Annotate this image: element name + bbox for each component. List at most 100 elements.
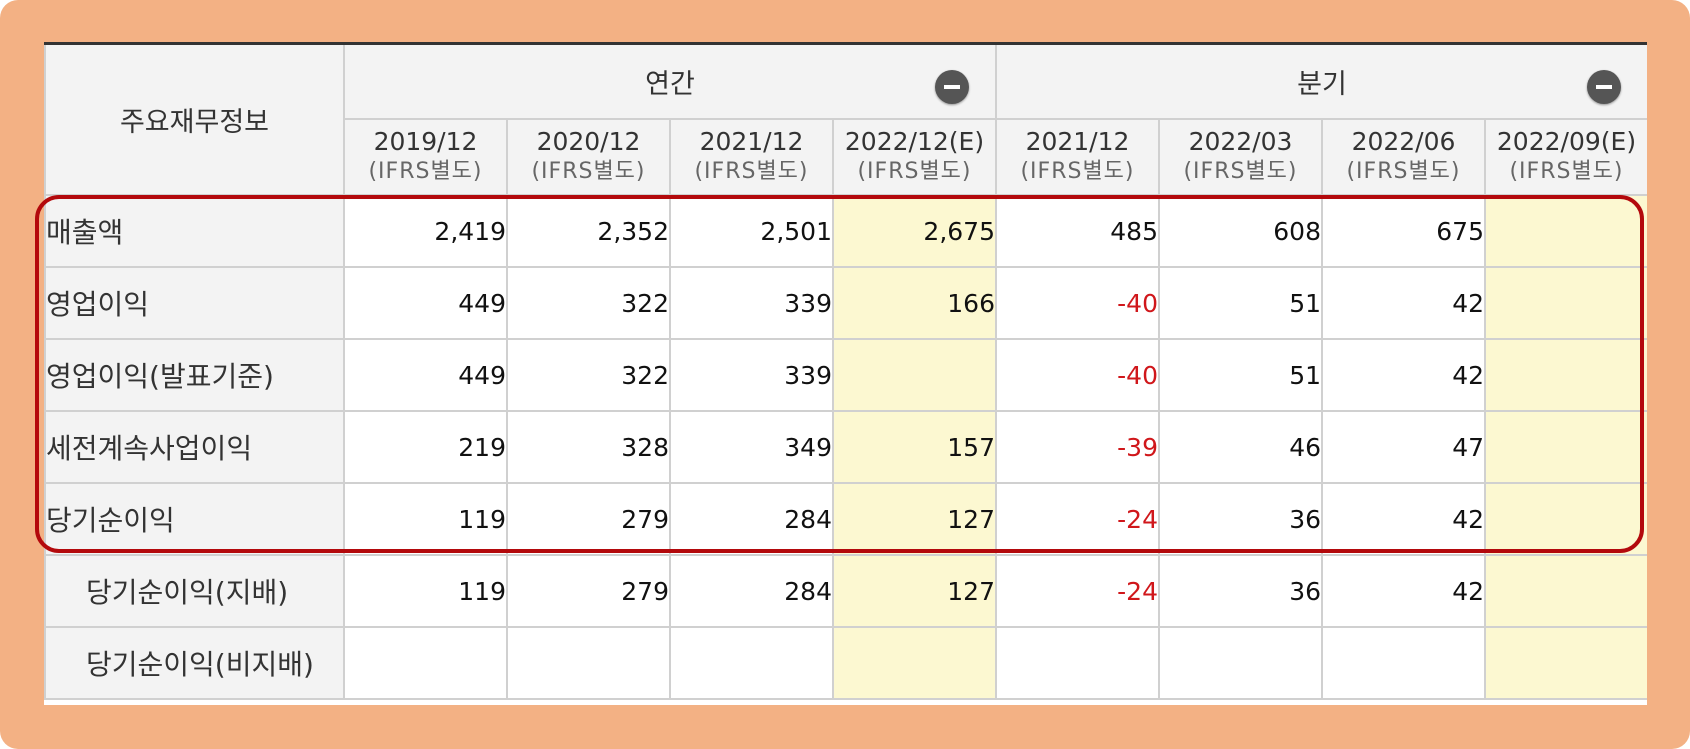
table-cell: 608 — [1158, 194, 1323, 268]
period-header: 2022/12(E) (IFRS별도) — [832, 118, 997, 196]
row-label: 당기순이익(비지배) — [44, 626, 345, 700]
table-cell — [1484, 554, 1647, 628]
period-header-row: 2019/12 (IFRS별도) 2020/12 (IFRS별도) 2021/12 (IF… — [45, 118, 1647, 196]
table-cell — [832, 338, 997, 412]
row-label[interactable]: 세전계속사업이익 — [44, 410, 345, 484]
table-cell: -40 — [995, 338, 1160, 412]
period-header: 2022/09(E) (IFRS별도) — [1484, 118, 1647, 196]
period-basis: (IFRS별도) — [1509, 159, 1624, 184]
period-label: 2021/12 — [699, 127, 804, 156]
quarterly-header: 분기 — [995, 42, 1647, 120]
table-cell: 2,419 — [343, 194, 508, 268]
table-cell: 51 — [1158, 266, 1323, 340]
quarterly-collapse-icon[interactable] — [1587, 70, 1621, 104]
annual-collapse-icon[interactable] — [935, 70, 969, 104]
table-cell: 675 — [1321, 194, 1486, 268]
table-cell — [1484, 482, 1647, 556]
table-cell: 46 — [1158, 410, 1323, 484]
table-cell — [506, 626, 671, 700]
table-cell: 42 — [1321, 554, 1486, 628]
period-basis: (IFRS별도) — [857, 159, 972, 184]
table-cell: 2,352 — [506, 194, 671, 268]
table-cell — [1484, 266, 1647, 340]
table-cell — [832, 626, 997, 700]
period-basis: (IFRS별도) — [1183, 159, 1298, 184]
table-row: 당기순이익(비지배) — [44, 626, 1647, 700]
group-header-row: 주요재무정보 연간 분기 — [44, 42, 1647, 196]
table-row: 영업이익(발표기준) 449 322 339 -40 51 42 — [44, 338, 1647, 412]
table-cell: 339 — [669, 338, 834, 412]
row-label: 영업이익(발표기준) — [44, 338, 345, 412]
quarterly-label: 분기 — [1297, 69, 1347, 100]
table-cell — [669, 626, 834, 700]
table-cell: 36 — [1158, 554, 1323, 628]
period-header: 2019/12 (IFRS별도) — [343, 118, 508, 196]
table-cell: 157 — [832, 410, 997, 484]
table-cell: 2,675 — [832, 194, 997, 268]
financial-summary-table: 주요재무정보 연간 분기 2019/12 (IFRS별도) 2020/12 (IFRS… — [44, 42, 1647, 700]
corner-header: 주요재무정보 — [44, 42, 345, 196]
row-label[interactable]: 당기순이익 — [44, 482, 345, 556]
table-cell: 42 — [1321, 482, 1486, 556]
table-cell — [1158, 626, 1323, 700]
table-cell: 36 — [1158, 482, 1323, 556]
table-cell: -24 — [995, 554, 1160, 628]
table-cell: 42 — [1321, 338, 1486, 412]
table-cell: 166 — [832, 266, 997, 340]
table-row: 영업이익 449 322 339 166 -40 51 42 — [44, 266, 1647, 340]
table-cell: -24 — [995, 482, 1160, 556]
period-header: 2022/03 (IFRS별도) — [1158, 118, 1323, 196]
table-row: 당기순이익 119 279 284 127 -24 36 42 — [44, 482, 1647, 556]
table-cell — [1484, 194, 1647, 268]
period-header: 2021/12 (IFRS별도) — [669, 118, 834, 196]
table-cell: 322 — [506, 338, 671, 412]
period-label: 2022/09(E) — [1496, 127, 1637, 156]
table-cell: 485 — [995, 194, 1160, 268]
annual-header: 연간 — [343, 42, 997, 120]
financial-table-panel: 주요재무정보 연간 분기 2019/12 (IFRS별도) 2020/12 (IFRS… — [44, 42, 1647, 705]
period-basis: (IFRS별도) — [531, 159, 646, 184]
table-cell — [1484, 410, 1647, 484]
period-label: 2020/12 — [536, 127, 641, 156]
table-cell: 322 — [506, 266, 671, 340]
period-basis: (IFRS별도) — [1020, 159, 1135, 184]
table-cell — [995, 626, 1160, 700]
table-cell: 42 — [1321, 266, 1486, 340]
period-label: 2019/12 — [373, 127, 478, 156]
table-cell — [1484, 338, 1647, 412]
period-header: 2022/06 (IFRS별도) — [1321, 118, 1486, 196]
period-basis: (IFRS별도) — [694, 159, 809, 184]
table-cell: 284 — [669, 482, 834, 556]
table-cell: 328 — [506, 410, 671, 484]
row-label[interactable]: 영업이익 — [44, 266, 345, 340]
table-cell: 339 — [669, 266, 834, 340]
table-cell: 279 — [506, 482, 671, 556]
table-cell: 51 — [1158, 338, 1323, 412]
period-label: 2022/06 — [1351, 127, 1456, 156]
row-label: 당기순이익(지배) — [44, 554, 345, 628]
annual-label: 연간 — [645, 69, 695, 100]
period-basis: (IFRS별도) — [368, 159, 483, 184]
period-label: 2021/12 — [1025, 127, 1130, 156]
table-cell: 119 — [343, 554, 508, 628]
period-basis: (IFRS별도) — [1346, 159, 1461, 184]
table-cell: 219 — [343, 410, 508, 484]
table-row: 당기순이익(지배) 119 279 284 127 -24 36 42 — [44, 554, 1647, 628]
table-body: 매출액 2,419 2,352 2,501 2,675 485 608 675 영업이익 449 3… — [44, 194, 1647, 700]
table-cell: 127 — [832, 554, 997, 628]
table-cell: -39 — [995, 410, 1160, 484]
period-header: 2020/12 (IFRS별도) — [506, 118, 671, 196]
table-cell: 2,501 — [669, 194, 834, 268]
row-label[interactable]: 매출액 — [44, 194, 345, 268]
table-cell: 284 — [669, 554, 834, 628]
table-cell — [1321, 626, 1486, 700]
table-cell: 47 — [1321, 410, 1486, 484]
table-row: 매출액 2,419 2,352 2,501 2,675 485 608 675 — [44, 194, 1647, 268]
table-cell: 119 — [343, 482, 508, 556]
table-cell: 127 — [832, 482, 997, 556]
table-row: 세전계속사업이익 219 328 349 157 -39 46 47 — [44, 410, 1647, 484]
period-label: 2022/12(E) — [844, 127, 985, 156]
table-cell: 449 — [343, 266, 508, 340]
table-cell — [343, 626, 508, 700]
table-cell — [1484, 626, 1647, 700]
